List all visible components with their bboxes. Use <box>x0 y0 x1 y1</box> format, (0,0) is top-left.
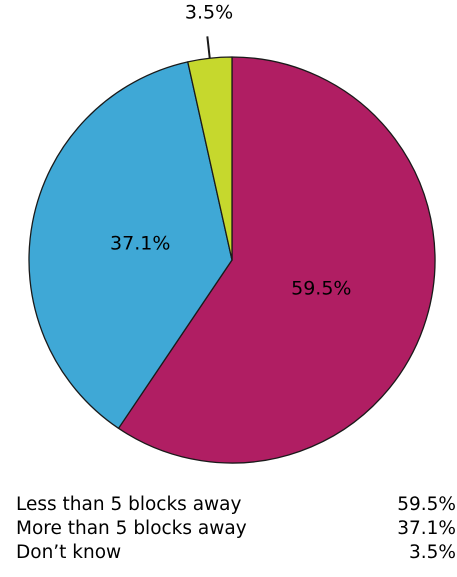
legend-label: Don’t know <box>16 542 122 563</box>
legend-value: 59.5% <box>397 494 456 515</box>
legend-value: 37.1% <box>397 518 456 539</box>
pie-data-labels: 59.5% 37.1% 3.5% <box>110 1 351 299</box>
slice-data-label: 37.1% <box>110 233 170 255</box>
legend-value: 3.5% <box>409 542 456 563</box>
legend-row: Less than 5 blocks away 59.5% <box>16 493 456 517</box>
pie-slices <box>28 56 436 464</box>
legend-row: More than 5 blocks away 37.1% <box>16 517 456 541</box>
pie-slice <box>187 56 233 261</box>
pie-chart: 59.5% 37.1% 3.5% <box>28 1 436 464</box>
slice-data-label: 59.5% <box>291 277 351 299</box>
slice-data-label: 3.5% <box>185 1 233 23</box>
legend-label: More than 5 blocks away <box>16 518 247 539</box>
legend-row: Don’t know 3.5% <box>16 541 456 565</box>
legend: Less than 5 blocks away 59.5% More than … <box>16 493 456 565</box>
leader-line <box>206 36 211 59</box>
pie-slice <box>117 56 436 464</box>
legend-label: Less than 5 blocks away <box>16 494 242 515</box>
pie-slice <box>28 61 233 429</box>
